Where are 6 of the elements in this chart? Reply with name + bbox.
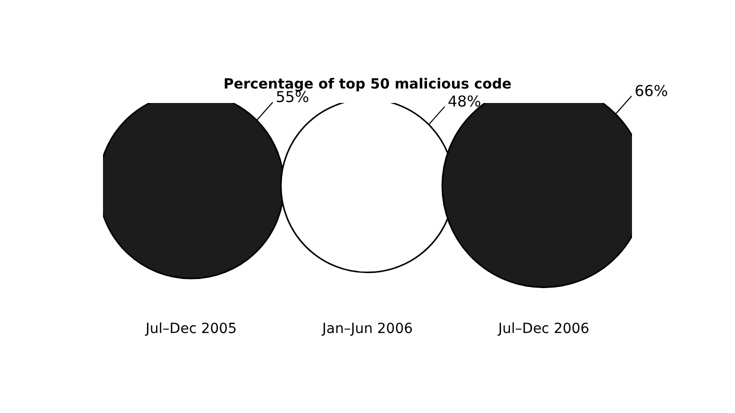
data-label: 48% <box>448 92 482 110</box>
data-label: 66% <box>634 82 668 100</box>
category-label: Jul–Dec 2005 <box>144 320 237 337</box>
text: Percentage of top 50 malicious code <box>223 76 512 92</box>
category-label: Jul–Dec 2006 <box>497 320 590 337</box>
category-label: Jan–Jun 2006 <box>321 320 413 337</box>
